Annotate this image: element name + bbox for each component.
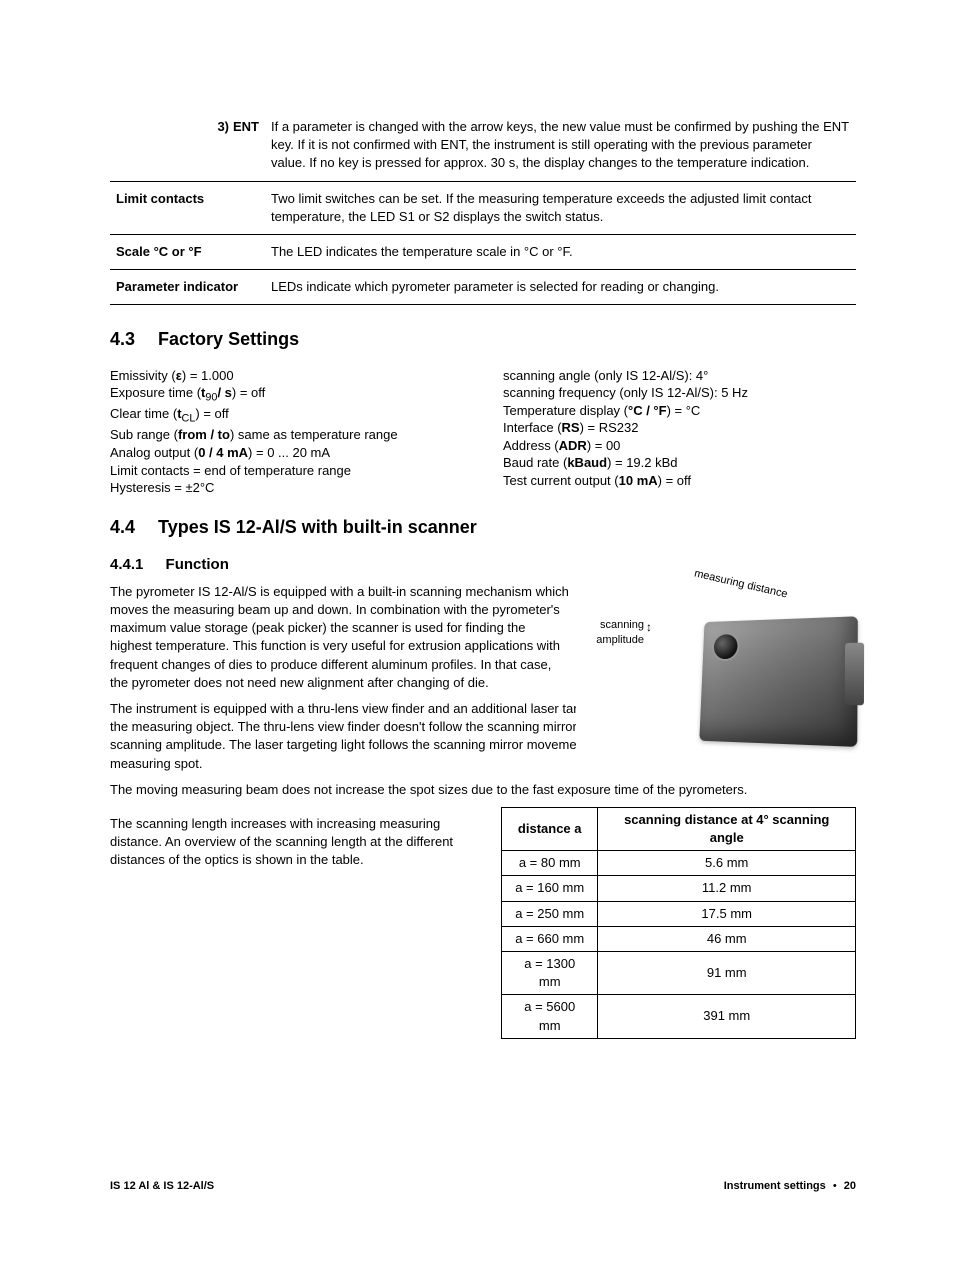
table-row: a = 1300 mm91 mm: [502, 952, 856, 995]
page-footer: IS 12 Al & IS 12-Al/S Instrument setting…: [110, 1179, 856, 1194]
section-num: 4.3: [110, 327, 135, 352]
factory-setting-line: Test current output (10 mA) = off: [503, 472, 856, 490]
definition-label: Limit contacts: [110, 181, 265, 234]
function-block: measuring distance scanning amplitude ↕ …: [110, 583, 856, 799]
section-title: Function: [166, 556, 229, 573]
table-cell: 46 mm: [598, 926, 856, 951]
footer-doc-title: IS 12 Al & IS 12-Al/S: [110, 1179, 214, 1194]
table-cell: a = 1300 mm: [502, 952, 598, 995]
section-title: Types IS 12-Al/S with built-in scanner: [158, 517, 477, 537]
scan-table-block: distance ascanning distance at 4° scanni…: [110, 807, 856, 1039]
scanner-illustration: measuring distance scanning amplitude ↕: [576, 573, 866, 783]
function-para-3: The moving measuring beam does not incre…: [110, 781, 856, 799]
table-cell: a = 660 mm: [502, 926, 598, 951]
table-row: a = 80 mm5.6 mm: [502, 851, 856, 876]
definition-label: Parameter indicator: [110, 270, 265, 305]
factory-setting-line: Exposure time (t90/ s) = off: [110, 384, 463, 405]
table-cell: a = 80 mm: [502, 851, 598, 876]
factory-setting-line: Address (ADR) = 00: [503, 437, 856, 455]
table-cell: a = 250 mm: [502, 901, 598, 926]
table-row: a = 660 mm46 mm: [502, 926, 856, 951]
table-row: a = 160 mm11.2 mm: [502, 876, 856, 901]
factory-right-column: scanning angle (only IS 12-Al/S): 4°scan…: [503, 367, 856, 497]
table-cell: a = 5600 mm: [502, 995, 598, 1038]
factory-setting-line: scanning angle (only IS 12-Al/S): 4°: [503, 367, 856, 385]
factory-setting-line: Baud rate (kBaud) = 19.2 kBd: [503, 454, 856, 472]
section-types-heading: 4.4 Types IS 12-Al/S with built-in scann…: [110, 515, 856, 540]
section-title: Factory Settings: [158, 329, 299, 349]
table-row: a = 250 mm17.5 mm: [502, 901, 856, 926]
table-cell: a = 160 mm: [502, 876, 598, 901]
function-para-1: The pyrometer IS 12-Al/S is equipped wit…: [110, 583, 570, 692]
definitions-table: 3)ENTIf a parameter is changed with the …: [110, 110, 856, 305]
factory-settings-columns: Emissivity (ε) = 1.000Exposure time (t90…: [110, 367, 856, 497]
footer-section: Instrument settings: [724, 1180, 826, 1192]
factory-setting-line: scanning frequency (only IS 12-Al/S): 5 …: [503, 384, 856, 402]
factory-setting-line: Emissivity (ε) = 1.000: [110, 367, 463, 385]
table-header: scanning distance at 4° scanning angle: [598, 807, 856, 850]
footer-right: Instrument settings • 20: [724, 1179, 856, 1194]
table-cell: 5.6 mm: [598, 851, 856, 876]
section-factory-heading: 4.3 Factory Settings: [110, 327, 856, 352]
definition-text: If a parameter is changed with the arrow…: [265, 110, 856, 181]
footer-page: 20: [844, 1180, 856, 1192]
bullet-icon: •: [833, 1180, 837, 1192]
section-num: 4.4: [110, 515, 135, 540]
definition-text: The LED indicates the temperature scale …: [265, 234, 856, 269]
definition-text: LEDs indicate which pyrometer parameter …: [265, 270, 856, 305]
definition-label: Scale °C or °F: [110, 234, 265, 269]
definition-text: Two limit switches can be set. If the me…: [265, 181, 856, 234]
table-cell: 11.2 mm: [598, 876, 856, 901]
table-cell: 17.5 mm: [598, 901, 856, 926]
factory-setting-line: Limit contacts = end of temperature rang…: [110, 462, 463, 480]
factory-setting-line: Analog output (0 / 4 mA) = 0 ... 20 mA: [110, 444, 463, 462]
section-num: 4.4.1: [110, 554, 143, 575]
definition-label: 3)ENT: [110, 110, 265, 181]
scanning-distance-table: distance ascanning distance at 4° scanni…: [501, 807, 856, 1039]
factory-setting-line: Temperature display (°C / °F) = °C: [503, 402, 856, 420]
table-row: a = 5600 mm391 mm: [502, 995, 856, 1038]
scan-distance-text: The scanning length increases with incre…: [110, 815, 510, 870]
factory-setting-line: Clear time (tCL) = off: [110, 405, 463, 426]
pyrometer-device-icon: [699, 616, 858, 747]
factory-setting-line: Interface (RS) = RS232: [503, 419, 856, 437]
amplitude-arrow-icon: ↕: [646, 619, 652, 636]
factory-setting-line: Sub range (from / to) same as temperatur…: [110, 426, 463, 444]
measuring-distance-label: measuring distance: [661, 577, 821, 592]
factory-setting-line: Hysteresis = ±2°C: [110, 479, 463, 497]
table-header: distance a: [502, 807, 598, 850]
factory-left-column: Emissivity (ε) = 1.000Exposure time (t90…: [110, 367, 463, 497]
section-function-heading: 4.4.1 Function: [110, 554, 856, 575]
table-cell: 91 mm: [598, 952, 856, 995]
table-cell: 391 mm: [598, 995, 856, 1038]
scanning-amplitude-label: scanning amplitude: [584, 618, 644, 649]
